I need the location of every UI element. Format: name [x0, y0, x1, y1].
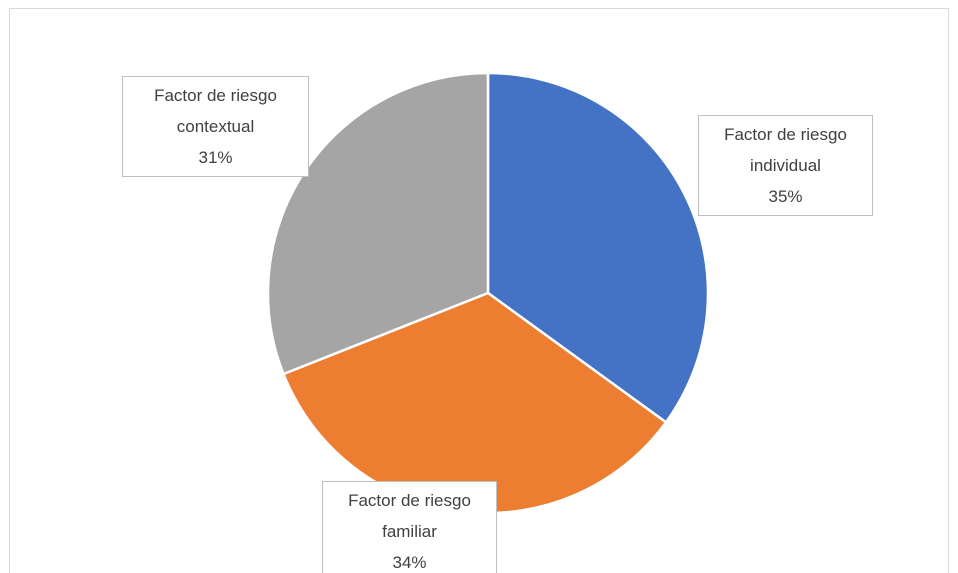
- category-label: Factor de riesgo individual: [724, 125, 847, 175]
- category-label: Factor de riesgo contextual: [154, 86, 277, 136]
- pie-slice: [486, 71, 710, 425]
- value-label: 35%: [768, 187, 803, 206]
- value-label: 34%: [392, 553, 427, 572]
- data-label: Factor de riesgo contextual 31%: [122, 76, 309, 177]
- chart-frame: [9, 8, 949, 573]
- data-label: Factor de riesgo individual 35%: [698, 115, 873, 216]
- category-label: Factor de riesgo familiar: [348, 491, 471, 541]
- data-label: Factor de riesgo familiar 34%: [322, 481, 497, 573]
- value-label: 31%: [198, 148, 233, 167]
